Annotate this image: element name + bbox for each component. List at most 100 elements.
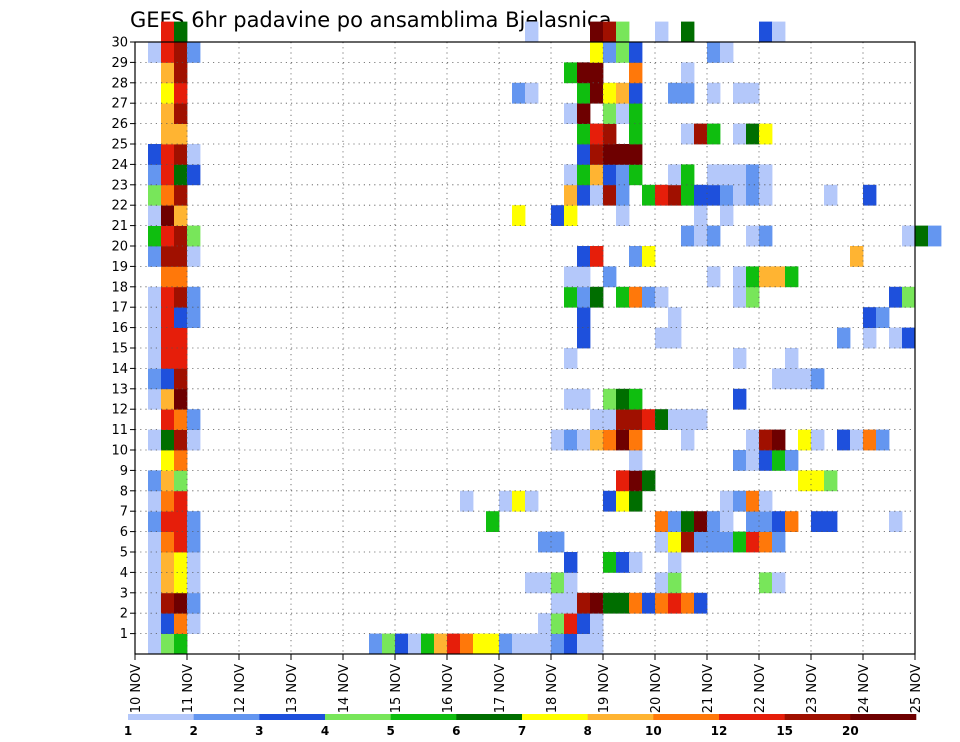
y-tick-label: 16	[111, 321, 128, 336]
heatmap-cell	[473, 633, 487, 655]
heatmap-cell	[863, 429, 877, 451]
heatmap-cell	[603, 184, 617, 206]
heatmap-cell	[733, 82, 747, 104]
heatmap-cell	[161, 348, 175, 369]
heatmap-cell	[629, 490, 643, 512]
heatmap-cell	[577, 592, 591, 614]
heatmap-cell	[187, 164, 201, 186]
heatmap-cell	[603, 123, 617, 145]
y-tick-label: 19	[111, 260, 128, 275]
x-tick-label: 22 NOV	[753, 664, 768, 713]
y-tick-label: 2	[120, 607, 128, 622]
heatmap-cell	[577, 246, 591, 267]
heatmap-cell	[746, 531, 760, 553]
heatmap-cell	[161, 470, 175, 492]
chart-title: GEFS 6hr padavine po ansamblima Bjelasni…	[130, 8, 611, 32]
heatmap-cell	[629, 429, 643, 451]
heatmap-cell	[551, 205, 565, 226]
heatmap-cell	[681, 164, 695, 186]
heatmap-cell	[616, 552, 630, 573]
heatmap-cell	[642, 592, 656, 614]
heatmap-cell	[902, 225, 916, 247]
heatmap-cell	[707, 42, 721, 63]
heatmap-cell	[759, 123, 773, 145]
heatmap-cell	[759, 429, 773, 451]
heatmap-cell	[174, 225, 188, 247]
heatmap-cell	[577, 103, 591, 124]
heatmap-cell	[148, 164, 162, 186]
heatmap-cell	[161, 164, 175, 186]
heatmap-cell	[161, 552, 175, 573]
heatmap-cell	[174, 470, 188, 492]
heatmap-cell	[655, 531, 669, 553]
heatmap-cell	[616, 21, 630, 43]
heatmap-cell	[499, 633, 513, 655]
heatmap-cell	[629, 409, 643, 430]
heatmap-cell	[187, 572, 201, 594]
heatmap-cell	[746, 225, 760, 247]
legend-swatch	[325, 714, 391, 720]
legend-label: 4	[321, 724, 329, 738]
heatmap-cell	[486, 633, 500, 655]
heatmap-cell	[590, 82, 604, 104]
heatmap-cell	[629, 552, 643, 573]
heatmap-cell	[577, 286, 591, 308]
heatmap-cell	[720, 531, 734, 553]
heatmap-cell	[707, 164, 721, 186]
heatmap-cell	[876, 429, 890, 451]
heatmap-cell	[564, 388, 578, 410]
heatmap-cell	[668, 572, 682, 594]
heatmap-cell	[577, 164, 591, 186]
heatmap-cell	[629, 246, 643, 267]
heatmap-cell	[577, 184, 591, 206]
heatmap-cell	[733, 531, 747, 553]
heatmap-cell	[681, 511, 695, 532]
heatmap-cell	[577, 613, 591, 634]
heatmap-cell	[525, 82, 539, 104]
heatmap-cell	[681, 184, 695, 206]
heatmap-cell	[681, 531, 695, 553]
heatmap-cell	[655, 409, 669, 430]
heatmap-cell	[616, 470, 630, 492]
heatmap-cell	[564, 164, 578, 186]
heatmap-cell	[564, 286, 578, 308]
heatmap-cell	[161, 225, 175, 247]
heatmap-cell	[733, 266, 747, 288]
heatmap-cell	[161, 592, 175, 614]
x-tick-label: 24 NOV	[857, 664, 872, 713]
heatmap-cell	[759, 572, 773, 594]
y-tick-label: 14	[111, 362, 128, 377]
heatmap-cell	[798, 368, 812, 390]
heatmap-cell	[889, 286, 903, 308]
heatmap-cell	[863, 327, 877, 349]
heatmap-cell	[538, 613, 552, 634]
heatmap-cell	[577, 307, 591, 328]
heatmap-cell	[629, 82, 643, 104]
heatmap-cell	[590, 123, 604, 145]
heatmap-cell	[902, 327, 916, 349]
heatmap-cell	[668, 307, 682, 328]
heatmap-cell	[577, 266, 591, 288]
heatmap-cell	[746, 266, 760, 288]
heatmap-cell	[148, 592, 162, 614]
x-tick-label: 13 NOV	[285, 664, 300, 713]
heatmap-cell	[174, 348, 188, 369]
heatmap-cell	[655, 327, 669, 349]
heatmap-cell	[590, 246, 604, 267]
heatmap-cell	[733, 164, 747, 186]
heatmap-cell	[707, 266, 721, 288]
heatmap-cell	[759, 450, 773, 471]
heatmap-cell	[681, 429, 695, 451]
heatmap-cell	[681, 409, 695, 430]
heatmap-cell	[538, 572, 552, 594]
heatmap-cell	[590, 613, 604, 634]
heatmap-cell	[733, 184, 747, 206]
heatmap-cell	[148, 531, 162, 553]
heatmap-cell	[187, 613, 201, 634]
heatmap-cell	[785, 368, 799, 390]
heatmap-cell	[668, 531, 682, 553]
heatmap-cell	[525, 21, 539, 43]
y-tick-label: 10	[111, 444, 128, 459]
x-tick-label: 16 NOV	[441, 664, 456, 713]
